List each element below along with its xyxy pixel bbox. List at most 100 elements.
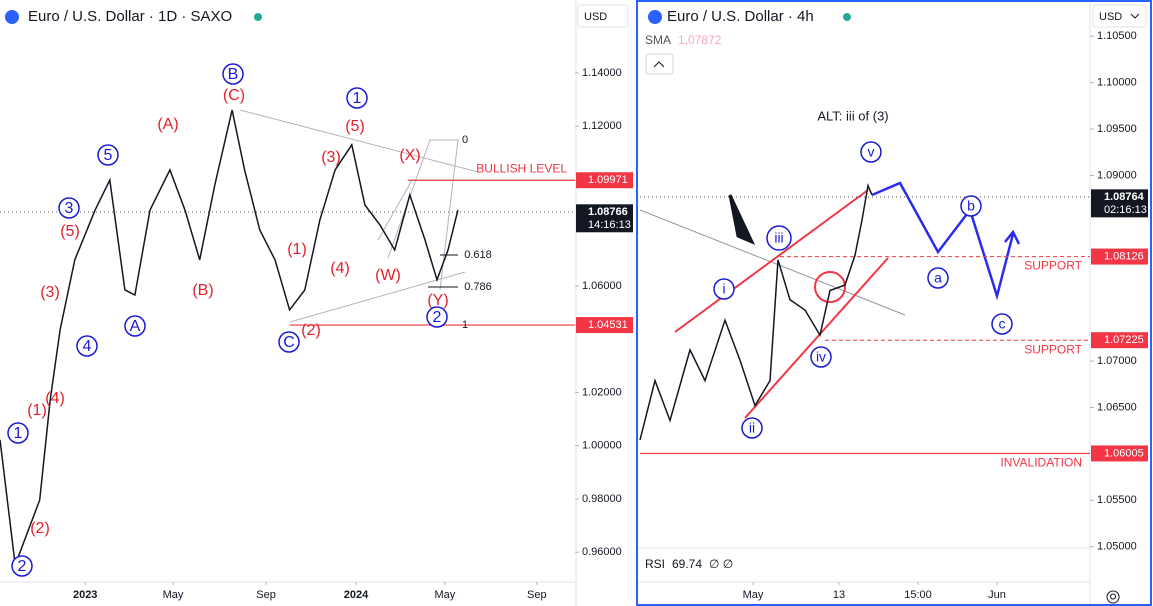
y-tick-label: 1.00000 (582, 440, 622, 452)
x-tick-label: Jun (988, 589, 1006, 601)
wave-label: (1) (27, 402, 47, 419)
wave-circle (124, 315, 146, 337)
last-price-label: 1.08766 (588, 206, 628, 218)
wave-label: (5) (345, 118, 365, 135)
y-tick-label: 1.05000 (1097, 541, 1137, 553)
wave-label: (2) (301, 322, 321, 339)
wave-circle (810, 346, 832, 368)
wedge-line (744, 257, 889, 419)
rsi-name: RSI (645, 557, 665, 571)
price-tag (1091, 332, 1148, 349)
wave-label: c (999, 316, 1006, 332)
wave-label: 3 (65, 200, 74, 217)
price-tag-label: 1.06005 (1104, 447, 1144, 459)
wave-label: b (967, 198, 975, 214)
wave-circle (991, 313, 1013, 335)
wave-label: 2 (18, 558, 27, 575)
y-tick-label: 1.10000 (1097, 77, 1137, 89)
wave-label: i (722, 281, 725, 297)
wave-circle (97, 144, 119, 166)
chevron (653, 61, 665, 68)
y-tick-label: 1.06500 (1097, 401, 1137, 413)
y-tick-label: 0.98000 (582, 493, 622, 505)
level-name: BULLISH LEVEL (476, 161, 567, 175)
wave-circle (58, 197, 80, 219)
y-tick-label: 1.10500 (1097, 30, 1137, 42)
price-tag-label: 1.09971 (588, 174, 628, 186)
y-tick-label: 1.14000 (582, 67, 622, 79)
y-tick-label: 1.09500 (1097, 123, 1137, 135)
rsi-symbols: ∅ ∅ (709, 557, 733, 571)
wave-circle (766, 225, 792, 251)
wave-label: ALT: iii of (3) (817, 108, 888, 123)
wave-label: (2) (30, 520, 50, 537)
indicator-name: SMA (645, 33, 671, 47)
y-tick-label: 1.09000 (1097, 169, 1137, 181)
wave-label: 4 (83, 338, 92, 355)
wave-label: (3) (40, 284, 60, 301)
currency-button[interactable] (1092, 4, 1147, 28)
wave-label: (5) (60, 223, 80, 240)
wave-label: iii (774, 230, 783, 246)
status-dot (843, 13, 851, 21)
wave-circle (426, 306, 448, 328)
price-tag (1091, 248, 1148, 265)
wave-circle (927, 267, 949, 289)
wave-label: (1) (287, 241, 307, 258)
wave-label: (3) (321, 149, 341, 166)
price-tag-label: 1.04531 (588, 319, 628, 331)
chart-title: Euro / U.S. Dollar · 1D · SAXO (28, 8, 232, 25)
wave-circle (278, 331, 300, 353)
price-tag (1091, 445, 1148, 462)
wave-label: v (868, 144, 875, 160)
price-line (0, 109, 459, 566)
currency-label: USD (584, 11, 607, 23)
projection-path (871, 181, 1015, 301)
level-name: SUPPORT (1024, 259, 1082, 273)
price-tag-label: 1.07225 (1104, 334, 1144, 346)
level-name: SUPPORT (1024, 342, 1082, 356)
wave-circle (860, 141, 882, 163)
wave-label: 1 (14, 425, 23, 442)
x-tick-label: Sep (256, 589, 276, 601)
x-tick-label: May (743, 589, 764, 601)
wave-circle (713, 278, 735, 300)
wave-circle (960, 195, 982, 217)
settings-icon[interactable] (1106, 590, 1120, 604)
collapse-button[interactable] (645, 53, 674, 75)
symbol-icon (5, 10, 19, 24)
wave-label: (X) (399, 147, 420, 164)
wave-circle (76, 335, 98, 357)
arrow (728, 194, 756, 245)
trend-line (639, 209, 906, 316)
wave-label: (4) (45, 390, 65, 407)
wave-label: (C) (223, 87, 245, 104)
x-tick-label: Sep (527, 589, 547, 601)
chevron (1130, 13, 1140, 19)
chart-title: Euro / U.S. Dollar · 4h (667, 8, 814, 25)
wedge-line (674, 189, 869, 333)
wave-circle (11, 555, 33, 577)
currency-button[interactable] (577, 4, 629, 28)
active-panel-frame (636, 0, 1152, 606)
last-price-tag (1091, 189, 1148, 218)
y-tick-label: 1.07000 (1097, 355, 1137, 367)
wave-label: (Y) (427, 292, 448, 309)
wave-label: C (283, 334, 295, 351)
last-price-tag (576, 204, 633, 233)
currency-label: USD (1099, 11, 1122, 23)
price-line (639, 182, 873, 441)
x-tick-label: May (434, 589, 455, 601)
trend-line (239, 109, 479, 173)
fib-label: 0 (462, 134, 468, 146)
wave-label: (W) (375, 267, 401, 284)
wave-label: (B) (192, 282, 213, 299)
y-tick-label: 1.06000 (582, 280, 622, 292)
wave-label: a (934, 270, 942, 286)
fib-label: 0.618 (464, 249, 492, 261)
x-tick-label: 2024 (344, 589, 369, 601)
x-tick-label: 2023 (73, 589, 97, 601)
wave-circle (7, 422, 29, 444)
highlight-circle (814, 271, 846, 303)
